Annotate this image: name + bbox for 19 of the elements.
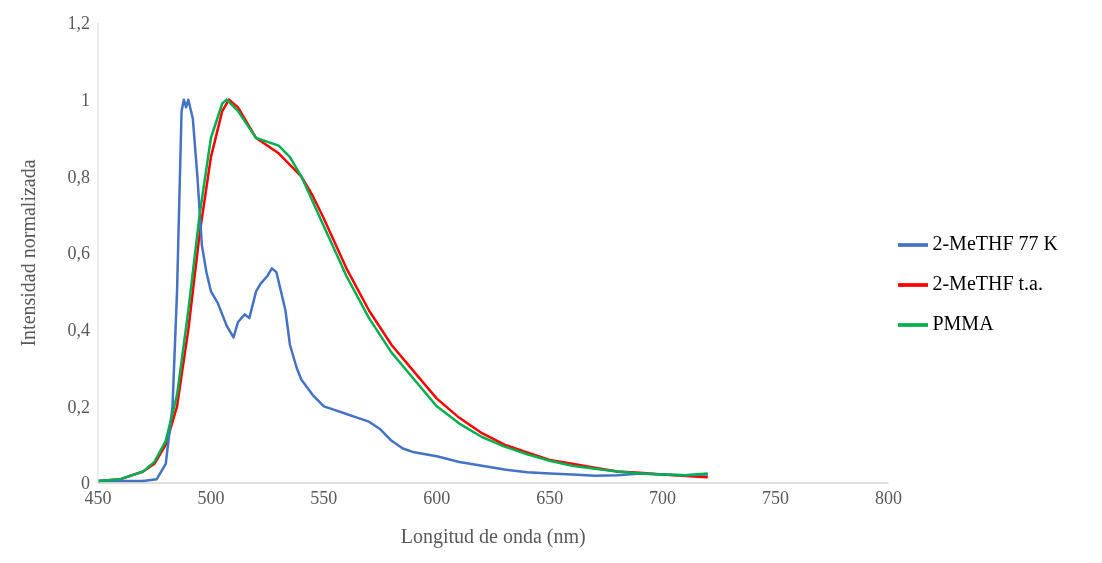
y-axis-title: Intensidad normalizada (17, 159, 40, 347)
x-tick-label: 800 (874, 487, 902, 508)
legend-label: PMMA (932, 312, 994, 334)
x-tick-label: 500 (197, 487, 225, 508)
x-tick-label: 650 (536, 487, 564, 508)
x-tick-label: 700 (649, 487, 677, 508)
x-axis-title: Longitud de onda (nm) (400, 525, 586, 548)
y-tick-label: 0 (81, 473, 90, 494)
y-tick-label: 0,2 (67, 396, 90, 417)
y-tick-label: 0,8 (67, 166, 90, 187)
x-tick-label: 600 (423, 487, 451, 508)
x-tick-label: 550 (310, 487, 338, 508)
y-tick-label: 0,6 (67, 243, 90, 264)
x-tick-label: 750 (762, 487, 790, 508)
y-tick-label: 1,2 (67, 13, 90, 34)
legend-label: 2-MeTHF 77 K (932, 232, 1058, 254)
y-tick-label: 0,4 (67, 320, 90, 341)
y-tick-label: 1 (81, 90, 90, 111)
legend-label: 2-MeTHF t.a. (932, 272, 1043, 294)
